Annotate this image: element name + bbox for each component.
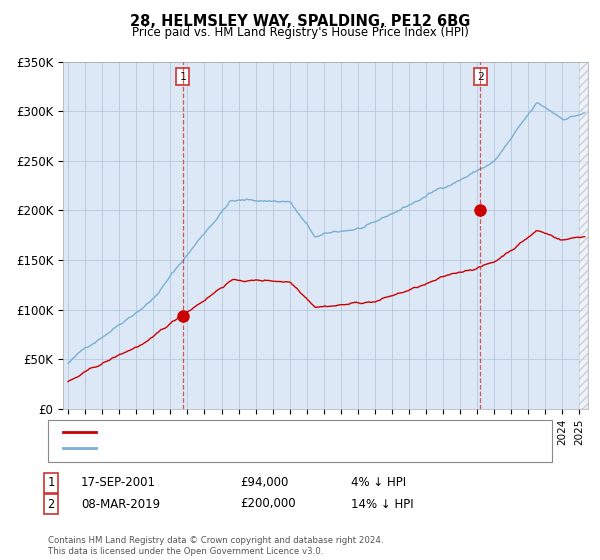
Text: 1: 1: [179, 72, 186, 82]
Text: HPI: Average price, detached house, South Holland: HPI: Average price, detached house, Sout…: [102, 443, 381, 453]
Text: 1: 1: [47, 476, 55, 489]
Text: £200,000: £200,000: [240, 497, 296, 511]
Text: 2: 2: [47, 497, 55, 511]
Text: 17-SEP-2001: 17-SEP-2001: [81, 476, 156, 489]
Bar: [580, 62, 588, 409]
Text: 14% ↓ HPI: 14% ↓ HPI: [351, 497, 413, 511]
Text: 2: 2: [477, 72, 484, 82]
Text: 28, HELMSLEY WAY, SPALDING, PE12 6BG (detached house): 28, HELMSLEY WAY, SPALDING, PE12 6BG (de…: [102, 427, 428, 437]
Text: 08-MAR-2019: 08-MAR-2019: [81, 497, 160, 511]
Text: 4% ↓ HPI: 4% ↓ HPI: [351, 476, 406, 489]
Text: Contains HM Land Registry data © Crown copyright and database right 2024.
This d: Contains HM Land Registry data © Crown c…: [48, 536, 383, 556]
Text: Price paid vs. HM Land Registry's House Price Index (HPI): Price paid vs. HM Land Registry's House …: [131, 26, 469, 39]
Text: 28, HELMSLEY WAY, SPALDING, PE12 6BG: 28, HELMSLEY WAY, SPALDING, PE12 6BG: [130, 14, 470, 29]
Text: £94,000: £94,000: [240, 476, 289, 489]
